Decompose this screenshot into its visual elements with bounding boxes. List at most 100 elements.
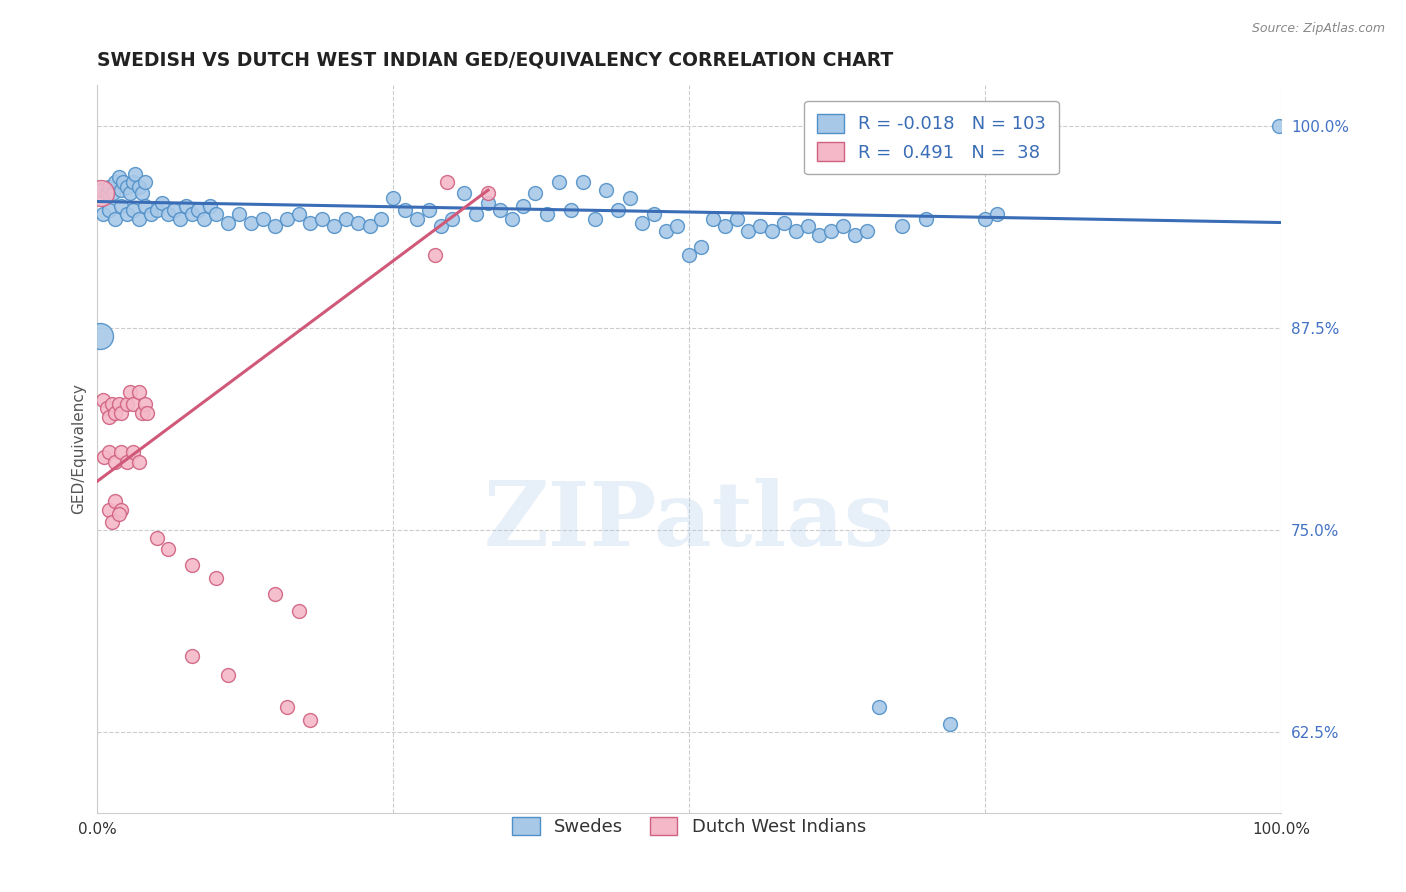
Point — [264, 219, 287, 233]
Point — [115, 180, 138, 194]
Point — [690, 240, 713, 254]
Point — [89, 328, 111, 343]
Point — [595, 183, 617, 197]
Point — [204, 207, 226, 221]
Point — [121, 175, 143, 189]
Point — [974, 212, 997, 227]
Point — [134, 175, 156, 189]
Point — [107, 170, 129, 185]
Point — [607, 202, 630, 217]
Point — [110, 503, 132, 517]
Point — [157, 542, 180, 557]
Point — [276, 700, 298, 714]
Point — [855, 224, 877, 238]
Point — [187, 202, 209, 217]
Legend: Swedes, Dutch West Indians: Swedes, Dutch West Indians — [505, 810, 873, 844]
Point — [488, 202, 510, 217]
Point — [145, 202, 167, 217]
Point — [128, 180, 150, 194]
Point — [110, 183, 132, 197]
Point — [134, 199, 156, 213]
Point — [115, 396, 138, 410]
Point — [145, 531, 167, 545]
Point — [299, 714, 322, 728]
Point — [323, 219, 346, 233]
Point — [465, 207, 488, 221]
Point — [477, 186, 499, 201]
Point — [90, 186, 112, 201]
Point — [713, 219, 735, 233]
Point — [107, 507, 129, 521]
Point — [198, 199, 221, 213]
Point — [240, 215, 263, 229]
Point — [844, 228, 866, 243]
Point — [134, 396, 156, 410]
Point — [276, 212, 298, 227]
Point — [104, 406, 127, 420]
Point — [773, 215, 796, 229]
Point — [101, 186, 124, 201]
Point — [104, 455, 127, 469]
Point — [96, 186, 118, 201]
Point — [121, 202, 143, 217]
Point — [501, 212, 523, 227]
Point — [287, 603, 309, 617]
Point — [737, 224, 759, 238]
Point — [181, 558, 204, 573]
Point — [702, 212, 724, 227]
Point — [335, 212, 357, 227]
Point — [524, 186, 547, 201]
Point — [217, 668, 239, 682]
Point — [139, 207, 162, 221]
Point — [536, 207, 558, 221]
Point — [91, 393, 114, 408]
Point — [560, 202, 582, 217]
Point — [90, 183, 112, 197]
Point — [666, 219, 689, 233]
Point — [477, 196, 499, 211]
Point — [228, 207, 250, 221]
Point — [868, 700, 890, 714]
Point — [110, 199, 132, 213]
Point — [654, 224, 676, 238]
Point — [453, 186, 475, 201]
Point — [311, 212, 333, 227]
Point — [112, 175, 135, 189]
Point — [217, 215, 239, 229]
Point — [98, 202, 121, 217]
Point — [1267, 119, 1289, 133]
Point — [98, 445, 121, 459]
Point — [808, 228, 831, 243]
Point — [107, 396, 129, 410]
Point — [820, 224, 842, 238]
Point — [136, 406, 159, 420]
Point — [128, 455, 150, 469]
Point — [181, 207, 204, 221]
Point — [583, 212, 606, 227]
Point — [761, 224, 783, 238]
Point — [512, 199, 534, 213]
Y-axis label: GED/Equivalency: GED/Equivalency — [72, 384, 86, 515]
Point — [382, 191, 405, 205]
Point — [100, 515, 122, 529]
Point — [98, 409, 121, 424]
Point — [174, 199, 197, 213]
Text: Source: ZipAtlas.com: Source: ZipAtlas.com — [1251, 22, 1385, 36]
Point — [370, 212, 392, 227]
Point — [725, 212, 748, 227]
Point — [204, 571, 226, 585]
Text: SWEDISH VS DUTCH WEST INDIAN GED/EQUIVALENCY CORRELATION CHART: SWEDISH VS DUTCH WEST INDIAN GED/EQUIVAL… — [97, 51, 894, 70]
Point — [299, 215, 322, 229]
Point — [104, 493, 127, 508]
Point — [124, 167, 146, 181]
Point — [619, 191, 641, 205]
Point — [100, 396, 122, 410]
Point — [429, 219, 451, 233]
Point — [678, 248, 700, 262]
Point — [938, 716, 960, 731]
Point — [110, 445, 132, 459]
Point — [749, 219, 772, 233]
Point — [93, 450, 115, 464]
Point — [121, 445, 143, 459]
Point — [152, 196, 174, 211]
